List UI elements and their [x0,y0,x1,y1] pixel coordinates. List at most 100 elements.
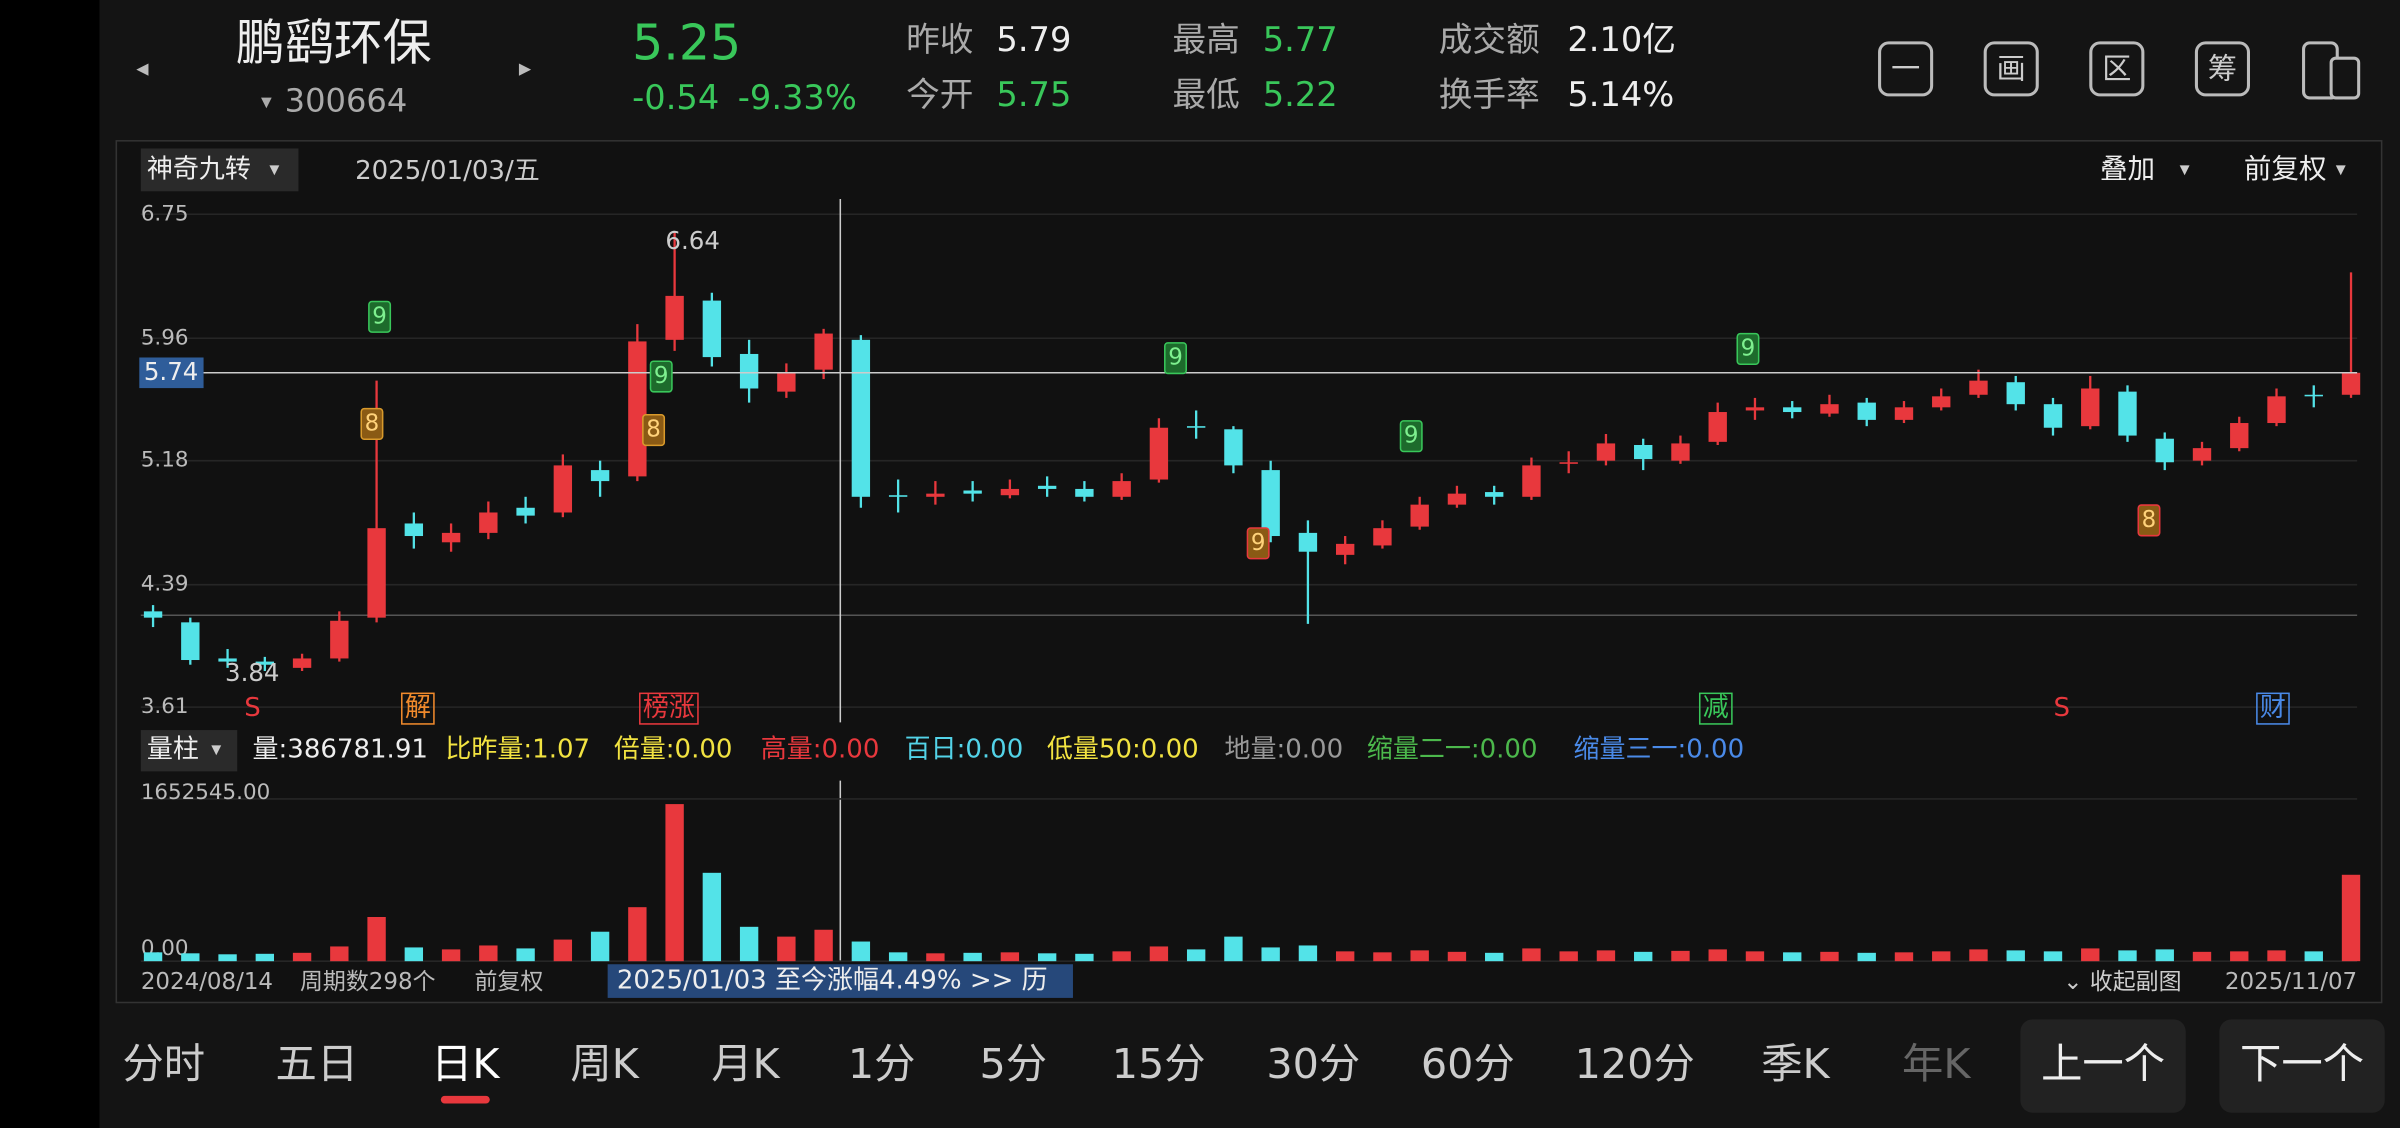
tab[interactable]: 周K [570,1040,639,1088]
code-arrow: ▾ [261,90,272,115]
y-tick-label: 4.39 [141,572,189,597]
volume-bar [553,939,573,962]
dropdown-arrow: ▾ [211,737,221,760]
footer-end: 2025/11/07 [2225,969,2357,995]
candle-body [1932,396,1951,408]
volume-bar [1485,952,1504,962]
y-tick-label: 6.75 [141,201,189,226]
volume-bar [1298,945,1318,962]
phone-icon-2[interactable] [2329,56,2361,100]
tool-icon[interactable] [2194,41,2250,97]
prev-button[interactable] [2020,1019,2186,1113]
tab-underline [440,1095,490,1104]
next-arrow[interactable]: ▸ [519,53,532,82]
prev-button-label[interactable]: 上一个 [2041,1040,2165,1088]
next-button-label[interactable]: 下一个 [2240,1040,2364,1088]
candle-body [851,339,871,497]
tab[interactable]: 季K [1761,1040,1830,1088]
tab[interactable]: 五日 [276,1040,359,1088]
candle-body [1485,492,1504,497]
prev-arrow[interactable]: ◂ [136,53,149,82]
tab[interactable]: 30分 [1266,1040,1360,1088]
stock-name: 鹏鹞环保 [236,14,432,71]
tab[interactable]: 年K [1902,1040,1971,1088]
td-box [2137,504,2161,537]
candle-body [926,493,945,497]
dropdown-arrow: ▾ [269,157,279,180]
tool-icon[interactable] [1878,41,1934,97]
tab[interactable]: 15分 [1112,1040,1206,1088]
tool-icon[interactable] [2089,41,2145,97]
tab[interactable]: 5分 [979,1040,1047,1088]
td-label: 8 [365,410,380,436]
volume-bar [1857,952,1876,962]
footer-start: 2024/08/14 [141,969,273,995]
tab[interactable]: 日K [431,1040,500,1088]
footer-periods: 周期数298个 [300,969,436,995]
selector-box[interactable] [140,730,238,772]
candle-body [1335,543,1355,555]
price: 5.25 [632,14,741,71]
footer-collapse[interactable]: ⌄ 收起副图 [2063,969,2181,995]
tab[interactable]: 月K [711,1040,780,1088]
volume-bar [1932,951,1951,962]
next-button[interactable] [2219,1019,2385,1113]
candle-body [2192,448,2212,461]
volume-bar [888,952,908,962]
stat-label: 今开 [906,75,973,114]
volume-bar [1447,951,1467,962]
volume-bar [2118,950,2137,962]
event-tag: 财 [2260,693,2286,723]
tab[interactable]: 分时 [122,1040,205,1088]
tab[interactable]: 60分 [1421,1040,1515,1088]
candle-body [1224,429,1243,466]
volume-bar [1261,947,1280,962]
td-label: 8 [2142,507,2157,533]
candle-body [1149,427,1169,480]
td-box [360,407,384,441]
candle-body [1969,380,1988,395]
indicator-box[interactable] [140,148,299,192]
y-tick-label: 1652545.00 [141,780,270,805]
candle-body [2304,394,2323,397]
volume-bar [1112,951,1131,962]
candle-body [441,532,461,543]
change-pct: -9.33% [738,78,857,117]
footer-range[interactable]: 2025/01/03 至今涨幅4.49% >> 历 [617,966,1048,996]
range-box[interactable] [607,964,1073,998]
candle-body [1410,504,1429,527]
volume-bar [2230,951,2249,962]
candle-body [628,341,647,477]
volume-bar [777,936,796,962]
td-box [642,414,666,447]
candle-body [2155,438,2174,463]
tab[interactable]: 1分 [848,1040,916,1088]
tool-icon[interactable] [1983,41,2039,97]
volume-bar [1745,951,1765,962]
candle-body [1000,488,1020,496]
volume-bar [1596,950,1616,962]
candle-body [2341,372,2361,395]
tab[interactable]: 120分 [1575,1040,1695,1088]
volume-bar [665,804,684,962]
volume-bar [963,952,982,962]
event-box [2256,692,2290,725]
volume-stat: 倍量:0.00 [614,734,733,764]
indicator-select: 神奇九转 [147,154,251,184]
candle-body [1596,443,1616,461]
volume-bar [1335,951,1355,962]
volume-stat: 高量:0.00 [761,734,880,764]
stat-label: 换手率 [1439,75,1540,114]
volume-stat: 缩量二一:0.00 [1367,734,1538,764]
volume-bar [1186,949,1206,962]
event-tag: S [2053,693,2070,723]
td-box [1736,332,1760,366]
candle-body [2230,423,2249,449]
event-tag: 榜涨 [643,693,695,723]
td-box [1399,420,1423,453]
volume-bar [1149,946,1169,962]
volume-bar [255,953,275,962]
volume-bar [926,953,945,962]
crosshair-label: 5.74 [144,357,198,386]
